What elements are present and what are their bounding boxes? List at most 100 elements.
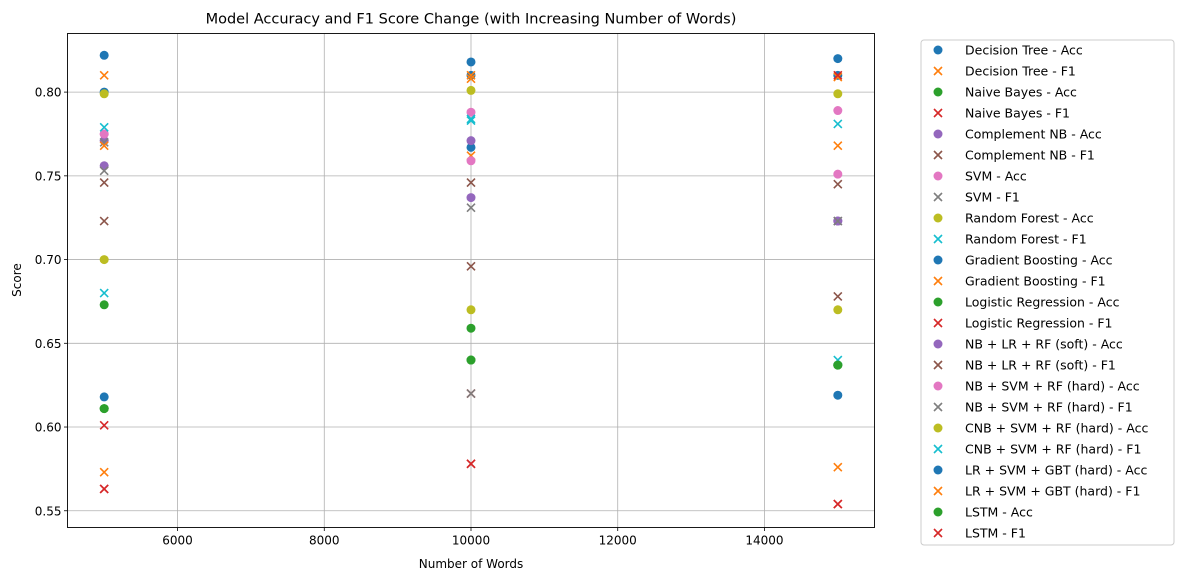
- data-point: [99, 288, 109, 298]
- data-point: [466, 459, 476, 469]
- legend-item: CNB + SVM + RF (hard) - Acc: [933, 421, 1148, 436]
- legend-marker: [933, 465, 943, 475]
- legend-item: SVM - Acc: [933, 169, 1027, 184]
- legend-label: LR + SVM + GBT (hard) - Acc: [965, 463, 1147, 478]
- legend-label: Complement NB - Acc: [965, 127, 1102, 142]
- data-point: [466, 142, 476, 152]
- x-axis-label: Number of Words: [419, 557, 524, 571]
- data-point: [99, 216, 109, 226]
- legend: Decision Tree - Acc Decision Tree - F1 Nai…: [920, 39, 1175, 546]
- plot-area: [99, 50, 843, 509]
- data-point: [99, 137, 109, 147]
- x-tick-label: 8000: [309, 534, 340, 548]
- legend-item: Gradient Boosting - F1: [933, 274, 1106, 289]
- y-axis: 0.55 0.60 0.65 0.70 0.75 0.80: [35, 86, 68, 518]
- legend-label: SVM - F1: [965, 190, 1020, 205]
- data-point: [833, 499, 843, 509]
- legend-marker: [933, 360, 943, 370]
- legend-item: Random Forest - Acc: [933, 211, 1094, 226]
- legend-marker: [933, 423, 943, 433]
- legend-marker: [933, 213, 943, 223]
- x-tick-label: 6000: [162, 534, 193, 548]
- legend-label: Random Forest - Acc: [965, 211, 1094, 226]
- series-23: [99, 70, 843, 494]
- legend-label: Decision Tree - F1: [965, 64, 1076, 79]
- legend-marker: [933, 87, 943, 97]
- data-point: [99, 122, 109, 132]
- legend-marker: [933, 318, 943, 328]
- legend-label: SVM - Acc: [965, 169, 1027, 184]
- series-10: [99, 142, 843, 402]
- data-point: [99, 70, 109, 80]
- data-point: [99, 392, 109, 402]
- legend-marker: [933, 255, 943, 265]
- legend-marker: [933, 150, 943, 160]
- data-point: [466, 70, 476, 80]
- data-point: [466, 193, 476, 203]
- data-point: [466, 136, 476, 146]
- y-tick-label: 0.80: [35, 86, 62, 100]
- y-axis-label: Score: [10, 263, 24, 297]
- legend-label: Logistic Regression - Acc: [965, 295, 1120, 310]
- legend-item: LSTM - F1: [933, 526, 1026, 541]
- data-point: [466, 107, 476, 117]
- data-point: [99, 177, 109, 188]
- legend-item: LSTM - Acc: [933, 505, 1033, 520]
- data-point: [466, 261, 476, 271]
- series-8: [99, 255, 843, 315]
- data-point: [99, 420, 109, 430]
- legend-frame: [920, 39, 1175, 546]
- data-point: [99, 166, 109, 176]
- chart-title: Model Accuracy and F1 Score Change (with…: [206, 12, 737, 28]
- x-axis: 6000 8000 10000 12000 14000: [162, 527, 784, 548]
- legend-marker: [933, 507, 943, 517]
- data-point: [833, 390, 843, 400]
- data-point: [466, 323, 476, 333]
- data-point: [466, 388, 476, 399]
- series-19: [99, 114, 843, 132]
- x-tick-label: 14000: [745, 534, 783, 548]
- legend-item: Complement NB - F1: [933, 148, 1095, 163]
- legend-marker: [933, 486, 943, 496]
- data-point: [833, 360, 843, 370]
- legend-label: NB + SVM + RF (hard) - F1: [965, 400, 1133, 415]
- x-tick-label: 10000: [452, 534, 490, 548]
- x-tick-label: 12000: [599, 534, 637, 548]
- legend-label: Logistic Regression - F1: [965, 316, 1113, 331]
- data-point: [833, 106, 843, 116]
- data-point: [99, 141, 109, 151]
- legend-marker: [933, 276, 943, 286]
- data-point: [466, 203, 476, 213]
- legend-label: Random Forest - F1: [965, 232, 1087, 247]
- data-point: [99, 300, 109, 310]
- data-point: [833, 216, 843, 226]
- data-point: [466, 177, 476, 188]
- legend-item: NB + LR + RF (soft) - Acc: [933, 337, 1123, 352]
- legend-marker: [933, 108, 943, 118]
- legend-label: Complement NB - F1: [965, 148, 1095, 163]
- legend-marker: [933, 192, 943, 202]
- data-point: [466, 156, 476, 166]
- grid: [67, 33, 875, 528]
- series-20: [99, 50, 843, 67]
- legend-label: NB + LR + RF (soft) - F1: [965, 358, 1116, 373]
- legend-item: SVM - F1: [933, 190, 1020, 205]
- series-16: [99, 129, 843, 179]
- series-5: [99, 216, 843, 301]
- legend-label: NB + LR + RF (soft) - Acc: [965, 337, 1123, 352]
- data-point: [833, 54, 843, 64]
- data-point: [99, 255, 109, 265]
- legend-label: Decision Tree - Acc: [965, 43, 1083, 58]
- data-point: [833, 119, 843, 129]
- legend-marker: [933, 297, 943, 307]
- series-1: [99, 70, 843, 84]
- data-point: [99, 404, 109, 414]
- data-point: [833, 462, 843, 472]
- y-tick-label: 0.65: [35, 337, 62, 351]
- legend-label: LSTM - F1: [965, 526, 1026, 541]
- data-point: [466, 74, 476, 84]
- legend-marker: [933, 171, 943, 181]
- legend-item: LR + SVM + GBT (hard) - F1: [933, 484, 1140, 499]
- legend-marker: [933, 66, 943, 76]
- legend-label: NB + SVM + RF (hard) - Acc: [965, 379, 1140, 394]
